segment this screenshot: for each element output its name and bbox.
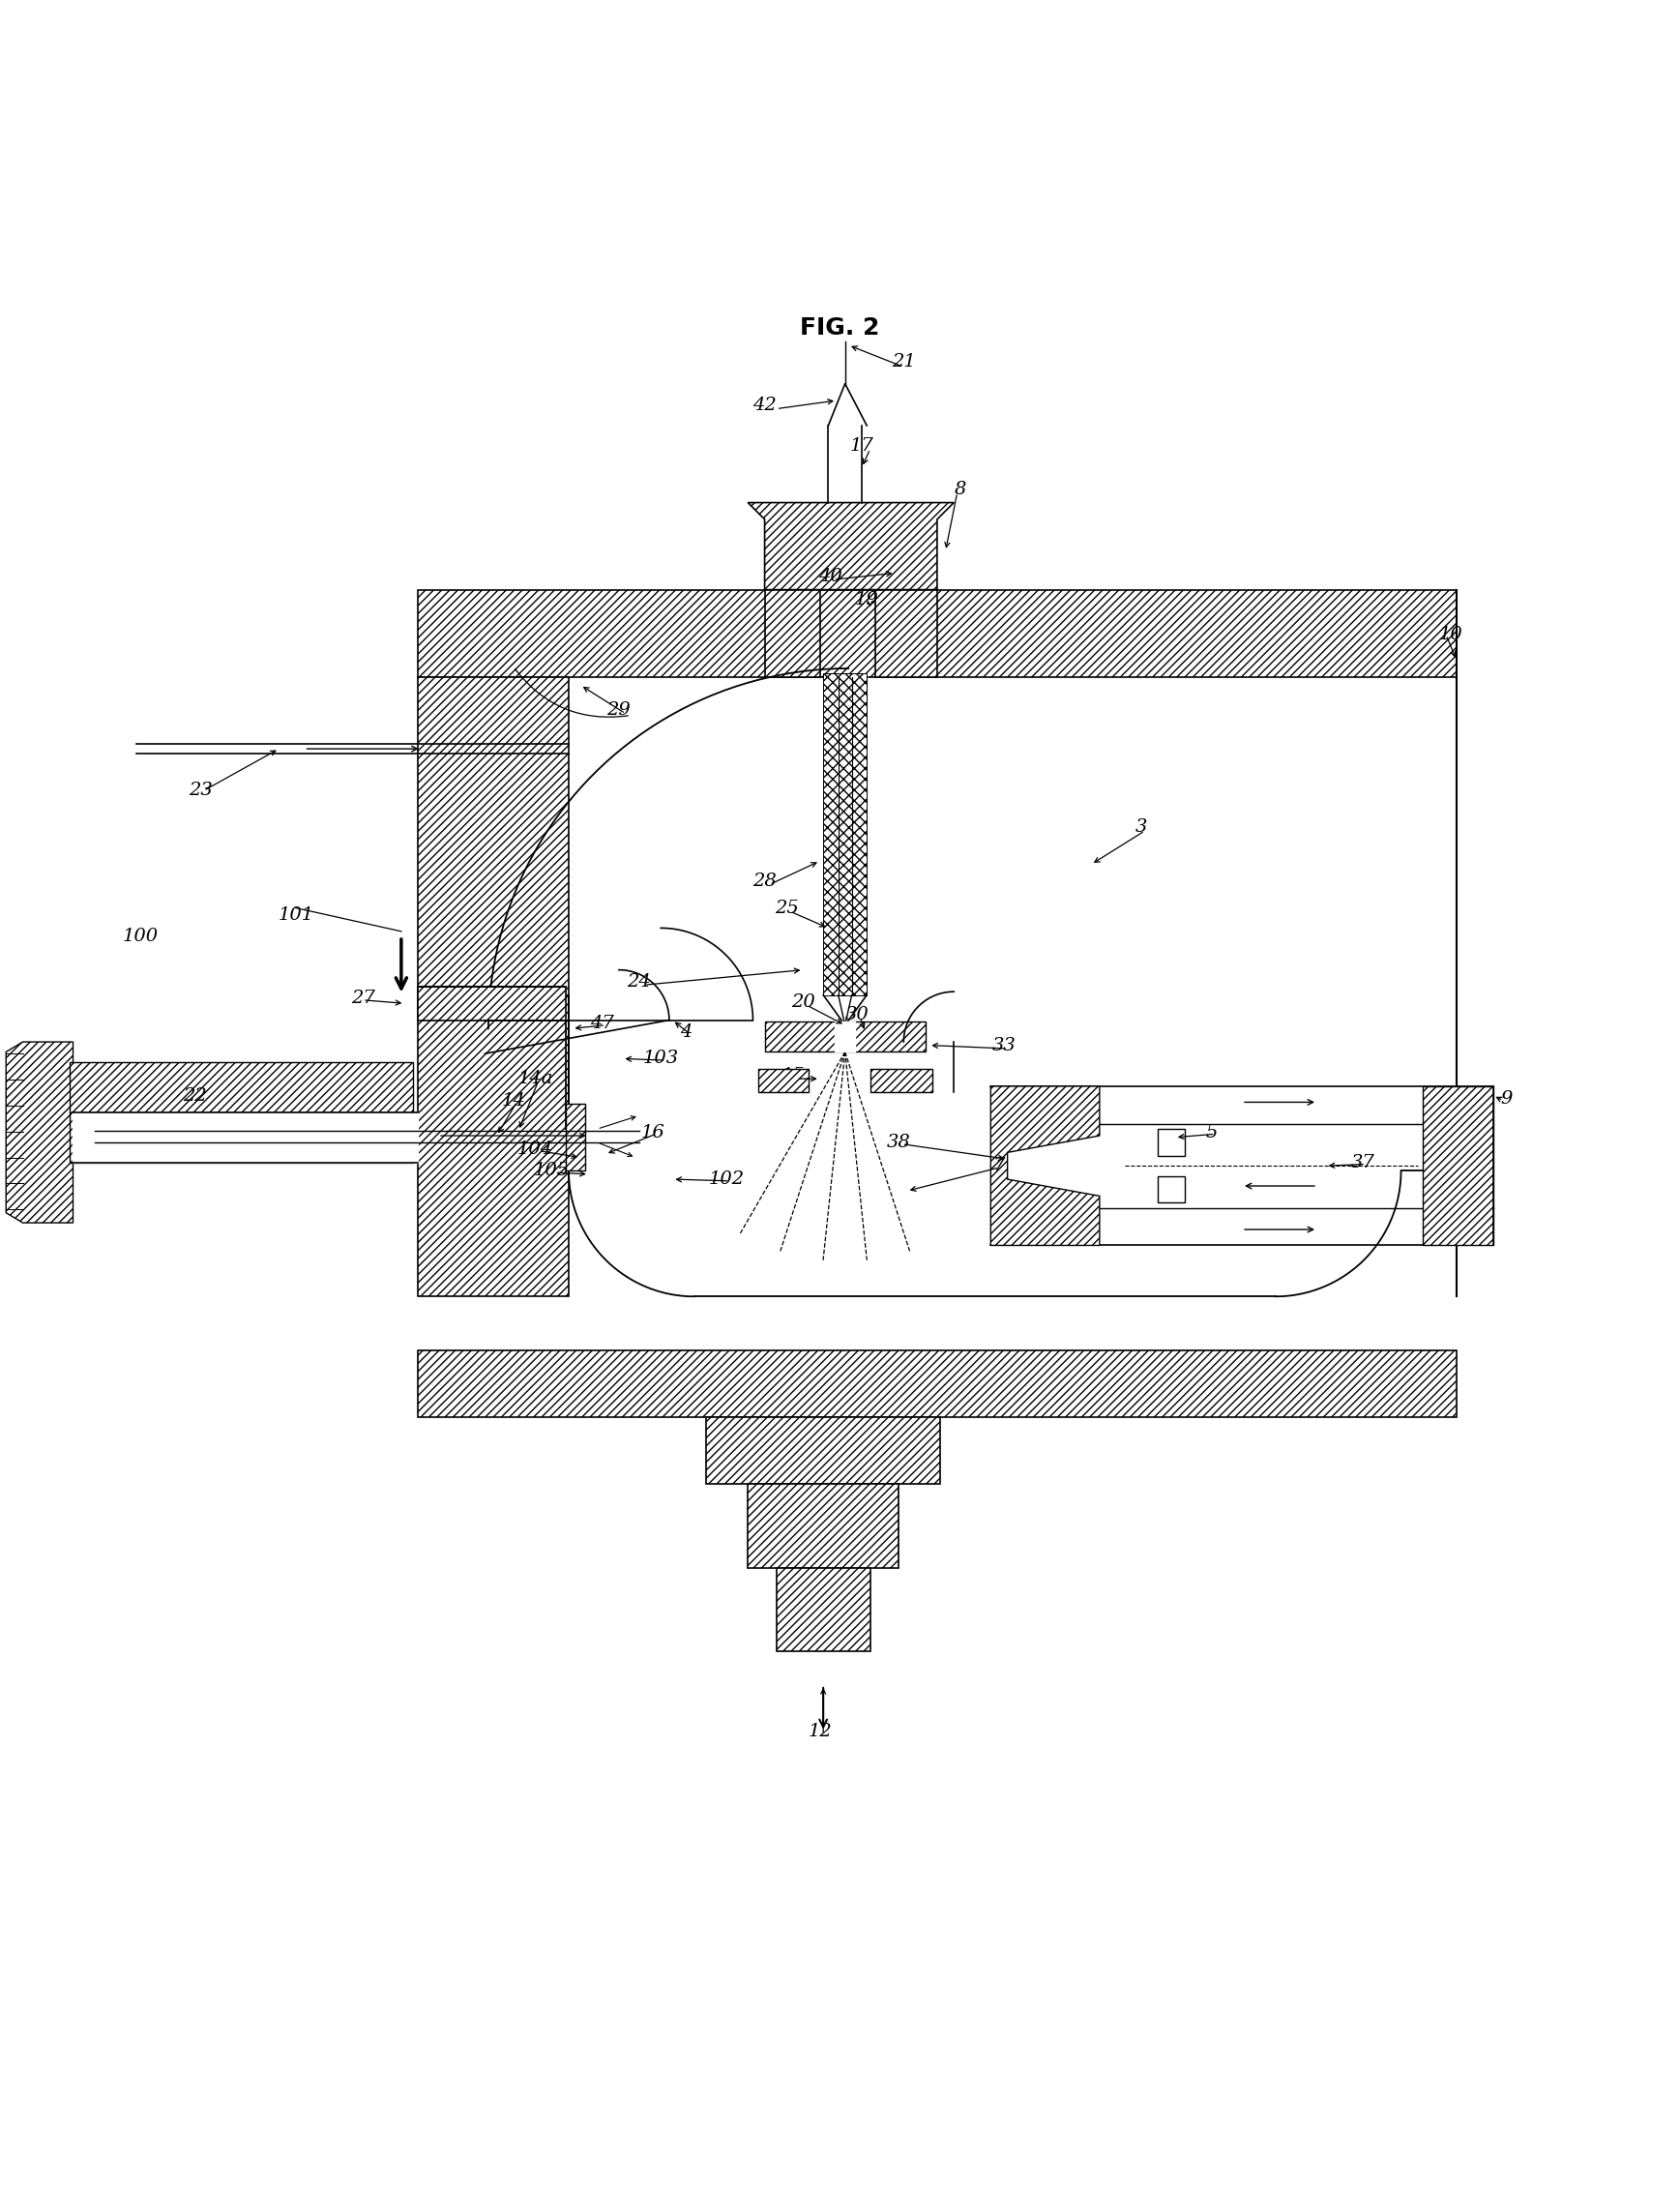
Text: 22: 22 bbox=[183, 1087, 207, 1104]
Bar bbox=[823, 673, 867, 995]
Text: 42: 42 bbox=[753, 397, 776, 414]
Text: 10: 10 bbox=[1440, 627, 1463, 644]
Bar bbox=[418, 995, 570, 1297]
Bar bbox=[1423, 1087, 1494, 1244]
Bar bbox=[566, 1104, 585, 1170]
Text: 104: 104 bbox=[517, 1139, 553, 1157]
Text: 101: 101 bbox=[277, 905, 314, 922]
Bar bbox=[764, 1021, 926, 1052]
Bar bbox=[418, 986, 566, 1021]
Text: 23: 23 bbox=[188, 782, 212, 800]
Text: 103: 103 bbox=[643, 1049, 679, 1067]
Text: 20: 20 bbox=[791, 993, 815, 1010]
Text: 9: 9 bbox=[1500, 1091, 1512, 1109]
Text: 5: 5 bbox=[1206, 1124, 1218, 1142]
Text: 15: 15 bbox=[781, 1067, 805, 1085]
Text: 33: 33 bbox=[993, 1036, 1016, 1054]
Bar bbox=[418, 1350, 1457, 1418]
Bar bbox=[758, 1069, 808, 1091]
Text: FIG. 2: FIG. 2 bbox=[800, 318, 880, 340]
Text: 47: 47 bbox=[590, 1014, 615, 1032]
Bar bbox=[418, 589, 1457, 677]
Polygon shape bbox=[72, 1113, 418, 1163]
Polygon shape bbox=[7, 1043, 72, 1223]
Polygon shape bbox=[875, 589, 937, 677]
Text: 30: 30 bbox=[845, 1006, 869, 1023]
Polygon shape bbox=[764, 589, 820, 677]
Text: 25: 25 bbox=[774, 898, 798, 916]
Bar bbox=[69, 1113, 413, 1163]
Text: 21: 21 bbox=[892, 353, 916, 370]
Bar bbox=[1158, 1128, 1184, 1157]
Text: 14a: 14a bbox=[517, 1069, 553, 1087]
Text: 100: 100 bbox=[123, 927, 158, 944]
Polygon shape bbox=[748, 502, 954, 589]
Bar bbox=[418, 677, 570, 995]
Text: 14: 14 bbox=[501, 1091, 526, 1109]
Text: 102: 102 bbox=[709, 1170, 744, 1188]
Text: 7: 7 bbox=[993, 1157, 1005, 1174]
Text: 105: 105 bbox=[534, 1161, 570, 1179]
Bar bbox=[1158, 1177, 1184, 1203]
Text: 8: 8 bbox=[954, 480, 966, 497]
Bar bbox=[706, 1418, 941, 1483]
Text: 27: 27 bbox=[351, 990, 375, 1008]
Text: 19: 19 bbox=[855, 592, 879, 609]
Text: 37: 37 bbox=[1351, 1155, 1374, 1172]
Text: 4: 4 bbox=[680, 1023, 692, 1041]
Text: 29: 29 bbox=[606, 701, 632, 719]
Bar bbox=[776, 1569, 870, 1652]
Text: 24: 24 bbox=[627, 973, 652, 990]
Bar bbox=[748, 1483, 899, 1569]
Bar bbox=[69, 1063, 413, 1113]
Text: 40: 40 bbox=[818, 567, 842, 585]
Text: 38: 38 bbox=[887, 1133, 911, 1150]
Text: 16: 16 bbox=[640, 1124, 664, 1142]
Bar bbox=[870, 1069, 932, 1091]
Text: 3: 3 bbox=[1136, 819, 1147, 837]
Text: 17: 17 bbox=[850, 436, 874, 454]
Text: 12: 12 bbox=[808, 1724, 832, 1740]
Polygon shape bbox=[991, 1087, 1100, 1244]
Polygon shape bbox=[835, 1021, 855, 1052]
Text: 28: 28 bbox=[753, 872, 776, 890]
